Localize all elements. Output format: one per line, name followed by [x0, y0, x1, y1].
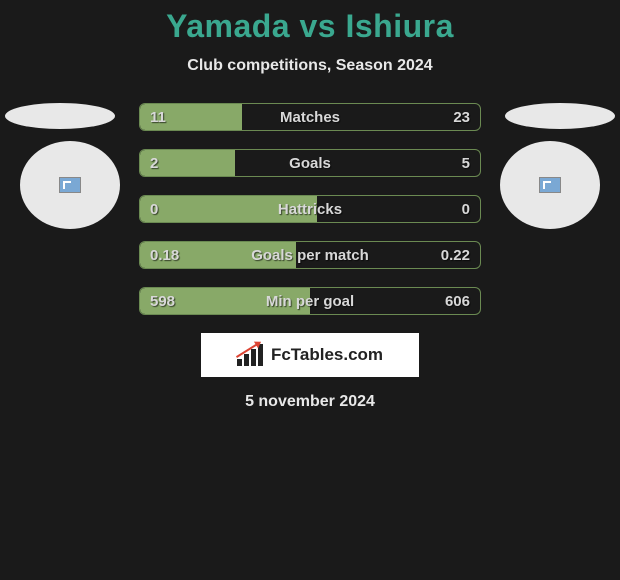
stat-bar-min-per-goal: 598 Min per goal 606	[139, 287, 481, 315]
date-label: 5 november 2024	[0, 393, 620, 411]
stat-right-value: 0	[462, 201, 470, 218]
stat-right-value: 23	[453, 109, 470, 126]
player1-name: Yamada	[166, 8, 290, 44]
stat-label: Goals	[140, 155, 480, 172]
stat-right-value: 0.22	[441, 247, 470, 264]
stat-right-value: 606	[445, 293, 470, 310]
fctables-logo: FcTables.com	[201, 333, 419, 377]
subtitle: Club competitions, Season 2024	[0, 57, 620, 75]
comparison-card: Yamada vs Ishiura Club competitions, Sea…	[0, 0, 620, 411]
vs-label: vs	[299, 8, 336, 44]
stat-label: Min per goal	[140, 293, 480, 310]
player1-avatar	[20, 141, 120, 229]
stat-bar-hattricks: 0 Hattricks 0	[139, 195, 481, 223]
page-title: Yamada vs Ishiura	[0, 8, 620, 45]
player2-ellipse	[505, 103, 615, 129]
stat-label: Matches	[140, 109, 480, 126]
stat-bar-goals: 2 Goals 5	[139, 149, 481, 177]
player1-ellipse	[5, 103, 115, 129]
logo-chart-icon	[237, 344, 265, 366]
image-placeholder-icon	[59, 177, 81, 193]
stat-bar-matches: 11 Matches 23	[139, 103, 481, 131]
stat-right-value: 5	[462, 155, 470, 172]
image-placeholder-icon	[539, 177, 561, 193]
stat-label: Hattricks	[140, 201, 480, 218]
bars-area: 11 Matches 23 2 Goals 5 0 Hattricks 0 0.…	[0, 103, 620, 315]
stat-label: Goals per match	[140, 247, 480, 264]
player2-name: Ishiura	[345, 8, 453, 44]
logo-text: FcTables.com	[271, 345, 383, 365]
stat-bar-goals-per-match: 0.18 Goals per match 0.22	[139, 241, 481, 269]
player2-avatar	[500, 141, 600, 229]
